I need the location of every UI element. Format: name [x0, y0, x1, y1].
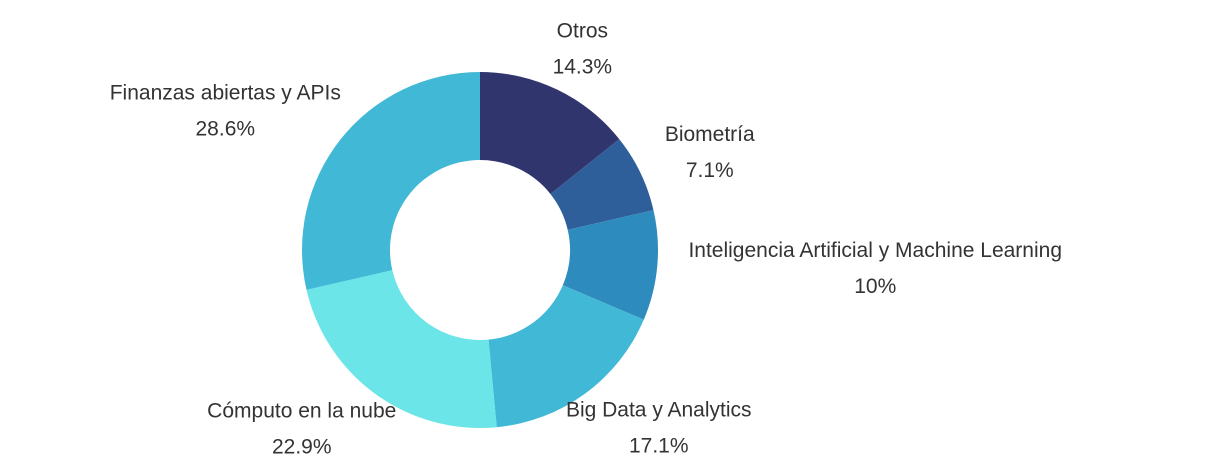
slice-value: 22.9% [272, 436, 332, 459]
slice-label: Cómputo en la nube [207, 400, 396, 423]
slice-label: Otros [557, 20, 608, 43]
slice-label: Biometría [665, 123, 755, 146]
donut-slice [488, 285, 644, 428]
slice-value: 7.1% [686, 159, 734, 182]
donut-slice [301, 72, 480, 290]
slice-value: 17.1% [629, 435, 689, 458]
slice-value: 10% [854, 275, 896, 298]
donut-slice [480, 72, 620, 194]
slice-label: Inteligencia Artificial y Machine Learni… [688, 239, 1062, 262]
slice-label: Finanzas abiertas y APIs [110, 81, 341, 104]
donut-slice [562, 210, 659, 320]
donut-slice [306, 270, 497, 428]
slice-value: 14.3% [553, 56, 613, 79]
donut-slice [550, 139, 654, 230]
slice-value: 28.6% [196, 117, 256, 140]
slice-label: Big Data y Analytics [566, 399, 752, 422]
